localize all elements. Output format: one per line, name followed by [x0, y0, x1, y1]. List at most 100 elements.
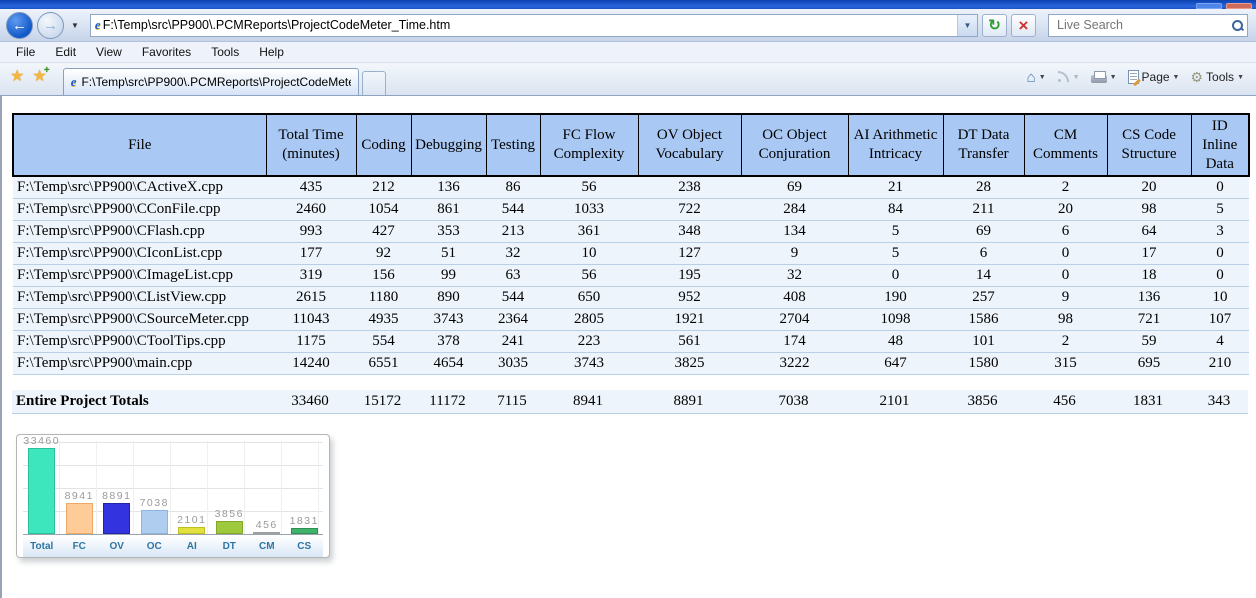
totals-table: Entire Project Totals3346015172111727115… — [12, 389, 1248, 414]
address-dropdown-button[interactable]: ▼ — [957, 15, 977, 36]
metric-value-cell: 99 — [411, 264, 486, 286]
metric-value-cell: 98 — [1024, 308, 1107, 330]
history-dropdown-icon[interactable]: ▼ — [68, 21, 82, 30]
metric-value-cell: 32 — [741, 264, 848, 286]
metric-value-cell: 20 — [1024, 198, 1107, 220]
metric-value-cell: 6 — [1024, 220, 1107, 242]
table-row: F:\Temp\src\PP900\main.cpp14240655146543… — [13, 352, 1249, 374]
favorites-center-icon[interactable]: ★ — [10, 69, 24, 85]
metric-value-cell: 136 — [1107, 286, 1191, 308]
table-row: F:\Temp\src\PP900\CIconList.cpp177925132… — [13, 242, 1249, 264]
back-button[interactable]: ← — [6, 12, 33, 39]
refresh-icon: ↻ — [988, 18, 1001, 33]
command-bar: ⌂ ▼ ▼ ▼ Page ▼ ⚙ Tools ▼ — [1023, 63, 1248, 95]
chart-bar-column-ov: 8891 — [103, 503, 130, 534]
metric-value-cell: 6551 — [356, 352, 411, 374]
search-input[interactable] — [1055, 17, 1232, 33]
column-header-2: Coding — [356, 114, 411, 176]
stop-button[interactable]: × — [1011, 14, 1036, 37]
metric-value-cell: 952 — [638, 286, 741, 308]
menu-help[interactable]: Help — [249, 43, 294, 61]
totals-value-cell: 8891 — [637, 389, 740, 413]
chevron-down-icon: ▼ — [964, 21, 972, 30]
page-menu-button[interactable]: Page ▼ — [1124, 68, 1184, 86]
bar-cs — [291, 528, 318, 534]
metric-value-cell: 238 — [638, 176, 741, 198]
menu-tools[interactable]: Tools — [201, 43, 249, 61]
metric-value-cell: 2704 — [741, 308, 848, 330]
metric-value-cell: 993 — [266, 220, 356, 242]
home-button[interactable]: ⌂ ▼ — [1023, 68, 1050, 87]
metric-value-cell: 408 — [741, 286, 848, 308]
search-icon[interactable] — [1232, 20, 1243, 31]
tools-menu-button[interactable]: ⚙ Tools ▼ — [1186, 68, 1248, 86]
print-button[interactable]: ▼ — [1087, 69, 1121, 85]
tab-title: F:\Temp\src\PP900\.PCMReports\ProjectCod… — [81, 75, 350, 89]
bar-ai — [178, 527, 205, 534]
metric-value-cell: 10 — [540, 242, 638, 264]
menu-favorites[interactable]: Favorites — [132, 43, 201, 61]
metric-value-cell: 10 — [1191, 286, 1249, 308]
menu-edit[interactable]: Edit — [45, 43, 86, 61]
metric-value-cell: 213 — [486, 220, 540, 242]
column-header-3: Debugging — [411, 114, 486, 176]
chart-bar-column-fc: 8941 — [66, 503, 93, 534]
new-tab-button[interactable] — [362, 71, 386, 95]
metric-value-cell: 190 — [848, 286, 943, 308]
metric-value-cell: 554 — [356, 330, 411, 352]
metric-value-cell: 544 — [486, 198, 540, 220]
search-box — [1048, 14, 1248, 37]
print-dropdown-icon[interactable]: ▼ — [1110, 74, 1117, 81]
metric-value-cell: 92 — [356, 242, 411, 264]
refresh-button[interactable]: ↻ — [982, 14, 1007, 37]
category-label-ov: OV — [100, 541, 134, 552]
bar-value-label: 33460 — [23, 435, 60, 447]
add-favorite-icon[interactable]: ★+ — [32, 69, 46, 85]
metric-value-cell: 28 — [943, 176, 1024, 198]
home-dropdown-icon[interactable]: ▼ — [1039, 74, 1046, 81]
metric-value-cell: 3 — [1191, 220, 1249, 242]
menu-view[interactable]: View — [86, 43, 132, 61]
chart-bar-column-oc: 7038 — [141, 510, 168, 534]
gear-icon: ⚙ — [1190, 70, 1203, 84]
metric-value-cell: 353 — [411, 220, 486, 242]
category-label-cm: CM — [250, 541, 284, 552]
window-titlebar — [0, 0, 1256, 9]
file-path-cell: F:\Temp\src\PP900\CIconList.cpp — [13, 242, 266, 264]
file-path-cell: F:\Temp\src\PP900\CSourceMeter.cpp — [13, 308, 266, 330]
forward-arrow-icon: → — [43, 17, 58, 34]
metric-value-cell: 2 — [1024, 176, 1107, 198]
bar-cm — [253, 532, 280, 534]
chart-category-axis: TotalFCOVOCAIDTCMCS — [23, 536, 323, 557]
metric-value-cell: 2805 — [540, 308, 638, 330]
metric-value-cell: 136 — [411, 176, 486, 198]
metric-value-cell: 56 — [540, 176, 638, 198]
metric-value-cell: 378 — [411, 330, 486, 352]
totals-value-cell: 456 — [1023, 389, 1106, 413]
bar-value-label: 1831 — [290, 515, 319, 527]
window-maximize-button[interactable] — [1196, 3, 1222, 9]
bar-value-label: 2101 — [177, 514, 206, 526]
metric-value-cell: 0 — [1191, 264, 1249, 286]
menu-file[interactable]: File — [6, 43, 45, 61]
category-label-total: Total — [25, 541, 59, 552]
chart-bar-column-cs: 1831 — [291, 528, 318, 534]
feeds-button[interactable]: ▼ — [1053, 69, 1084, 85]
metric-value-cell: 544 — [486, 286, 540, 308]
totals-value-cell: 2101 — [847, 389, 942, 413]
metric-value-cell: 2364 — [486, 308, 540, 330]
category-label-dt: DT — [212, 541, 246, 552]
page-dropdown-icon: ▼ — [1173, 74, 1180, 81]
forward-button[interactable]: → — [37, 12, 64, 39]
metric-value-cell: 212 — [356, 176, 411, 198]
address-input[interactable] — [101, 15, 957, 35]
active-tab[interactable]: e F:\Temp\src\PP900\.PCMReports\ProjectC… — [63, 68, 359, 95]
metric-value-cell: 1580 — [943, 352, 1024, 374]
table-header: FileTotal Time (minutes)CodingDebuggingT… — [13, 114, 1249, 176]
column-header-12: ID Inline Data — [1191, 114, 1249, 176]
metric-value-cell: 17 — [1107, 242, 1191, 264]
metric-value-cell: 3222 — [741, 352, 848, 374]
metric-value-cell: 5 — [1191, 198, 1249, 220]
navigation-bar: ← → ▼ e ▼ ↻ × — [0, 9, 1256, 42]
window-close-button[interactable] — [1226, 3, 1252, 9]
